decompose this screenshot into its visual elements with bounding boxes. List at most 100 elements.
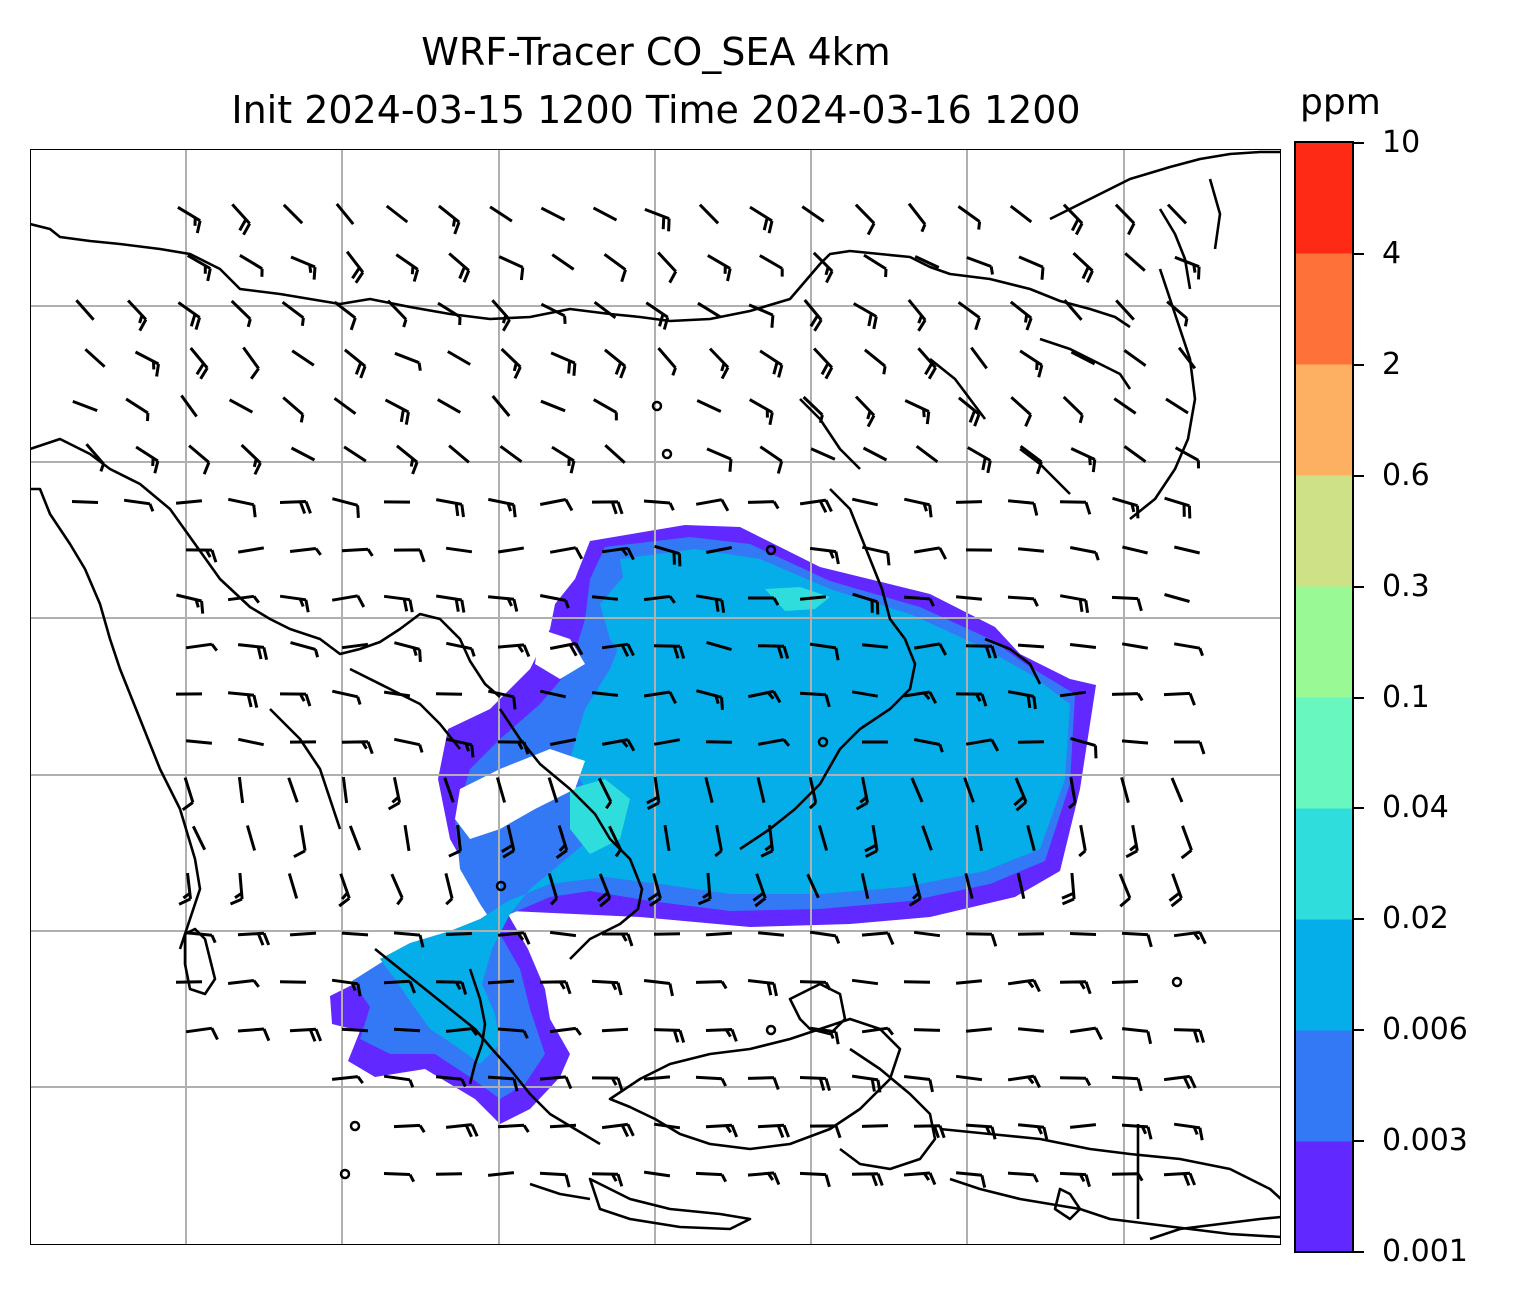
wind-barb (955, 1171, 987, 1188)
wind-barb (1063, 299, 1083, 321)
wind-barb (695, 594, 726, 613)
colorbar-tick-label: 0.02 (1382, 901, 1449, 937)
wind-barb (1111, 1075, 1143, 1092)
calm-wind-marker (661, 448, 673, 460)
wind-barb (1007, 1074, 1041, 1089)
wind-barb (1123, 445, 1147, 463)
wind-barb (910, 777, 924, 803)
wind-barb (863, 348, 887, 375)
wind-barb (237, 643, 269, 661)
wind-barb (229, 872, 244, 906)
wind-barb (291, 349, 315, 367)
wind-barb (965, 738, 1000, 752)
wind-barb (809, 546, 840, 565)
wind-barb (653, 932, 681, 936)
wind-barb (383, 979, 416, 994)
wind-barb (653, 1028, 686, 1043)
wind-barb (591, 595, 619, 601)
wind-barb (188, 444, 211, 475)
wind-barb (72, 399, 98, 413)
wind-barb (903, 690, 938, 704)
wind-barb (851, 497, 879, 507)
wind-barb (487, 497, 517, 518)
wind-barb (289, 931, 317, 937)
plume-gap (455, 749, 585, 839)
wind-barb (748, 398, 774, 426)
wind-barb (799, 498, 833, 513)
wind-barb (498, 255, 525, 281)
wind-barb (1010, 396, 1033, 427)
wind-barb (748, 303, 775, 328)
wind-barb (851, 690, 879, 698)
wind-barb (335, 202, 355, 226)
wind-barb (387, 776, 402, 811)
wind-barb (591, 1172, 624, 1187)
wind-barb (227, 497, 257, 518)
wind-barb (861, 1026, 894, 1036)
wind-barb (647, 873, 662, 907)
wind-barb (860, 872, 870, 900)
wind-barb (181, 777, 195, 812)
wind-barb (237, 931, 271, 946)
wind-barb (915, 445, 939, 463)
wind-barb (237, 1027, 271, 1042)
wind-barb (1007, 595, 1039, 607)
wind-barb (657, 251, 678, 284)
wind-barb (705, 931, 733, 937)
wind-barb (1118, 873, 1132, 908)
wind-barb (917, 347, 937, 380)
wind-barb (653, 738, 681, 746)
wind-barb (852, 302, 878, 330)
wind-barb (1180, 825, 1193, 860)
wind-barb (591, 979, 623, 996)
wind-barb (696, 689, 724, 710)
colorbar-frame (1294, 141, 1354, 1253)
wind-barb (487, 1075, 519, 1092)
wind-barb (1059, 690, 1087, 698)
wind-barb (1111, 980, 1139, 984)
wind-barb (1007, 499, 1039, 516)
wind-barb (547, 873, 559, 906)
wind-barb (801, 205, 825, 223)
wind-barb (487, 595, 519, 612)
wind-barb (1013, 777, 1028, 812)
wind-barb (759, 254, 784, 277)
wind-barb (341, 931, 369, 937)
wind-barb (186, 254, 212, 282)
wind-barb (175, 499, 203, 505)
wind-barb (499, 445, 523, 463)
wind-barb (393, 548, 426, 563)
wind-barb (1007, 978, 1041, 993)
colorbar-band (1295, 364, 1353, 476)
wind-barb (696, 399, 722, 413)
colorbar-tick-label: 0.04 (1382, 790, 1449, 826)
wind-barb (227, 691, 259, 708)
wind-barb (747, 979, 778, 997)
wind-barb (383, 690, 411, 698)
wind-barb (695, 980, 728, 990)
wind-barb (549, 738, 577, 746)
colorbar-tick (1354, 918, 1364, 921)
wind-barb (757, 931, 785, 937)
colorbar-tick-label: 0.6 (1382, 457, 1430, 493)
wind-barb (760, 824, 774, 858)
calm-wind-marker (495, 880, 507, 892)
wind-barb (491, 299, 511, 332)
colorbar-tick (1354, 474, 1364, 477)
wind-barb (957, 205, 982, 230)
wind-barb (539, 594, 570, 609)
wind-barb (1007, 1171, 1039, 1183)
wind-barb (752, 873, 767, 908)
wind-barb (393, 1123, 426, 1134)
wind-barb (84, 348, 106, 368)
wind-barb (799, 691, 831, 708)
wind-barb (394, 351, 422, 371)
wind-barb (963, 777, 975, 803)
wind-barb (851, 1074, 882, 1093)
wind-barb (970, 346, 988, 370)
wind-barb (817, 825, 829, 851)
wind-barb (497, 643, 531, 658)
wind-barb (854, 395, 876, 428)
wind-barb (1121, 739, 1149, 745)
wind-barb (1072, 252, 1094, 284)
